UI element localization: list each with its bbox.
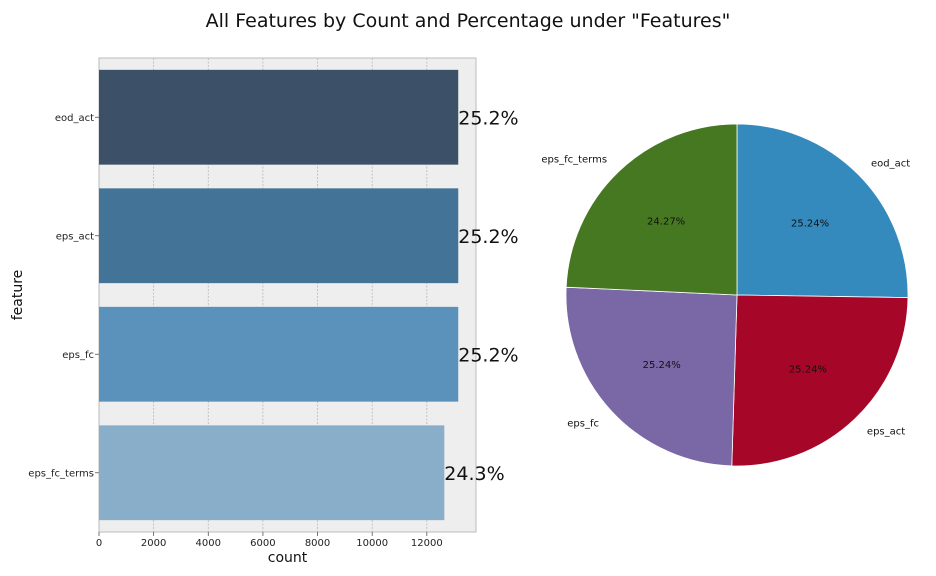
x-tick-label: 8000 xyxy=(305,538,330,549)
x-tick-label: 4000 xyxy=(196,538,221,549)
pie-pct-label: 24.27% xyxy=(647,216,685,227)
bar-chart: 0 2000 4000 6000 8000 10000 12000 eod_act 25.2% e… xyxy=(10,57,519,566)
bar-value-label: 24.3% xyxy=(444,463,504,485)
bar-eps_fc_terms xyxy=(99,425,445,521)
bar-eps_fc xyxy=(99,306,459,402)
x-tick-label: 10000 xyxy=(356,538,388,549)
pie-label: eps_fc xyxy=(567,418,599,429)
x-tick-label: 0 xyxy=(96,538,102,549)
y-axis-label: feature xyxy=(10,270,26,321)
y-tick-label: eps_fc_terms xyxy=(28,468,94,479)
y-tick-label: eod_act xyxy=(55,113,94,124)
pie-pct-label: 25.24% xyxy=(791,219,829,230)
pie-slice-eod_act xyxy=(736,123,909,299)
pie-slice-eps_fc_terms xyxy=(565,123,738,296)
pie-slice-eps_fc xyxy=(565,286,738,467)
figure-title: All Features by Count and Percentage und… xyxy=(206,10,731,32)
y-tick-label: eps_fc xyxy=(62,350,94,361)
pie-label: eps_act xyxy=(867,427,905,438)
bar-value-label: 25.2% xyxy=(458,344,518,366)
x-axis-label: count xyxy=(268,550,308,566)
bar-eps_act xyxy=(99,188,459,284)
bar-value-label: 25.2% xyxy=(458,226,518,248)
pie-pct-label: 25.24% xyxy=(789,365,827,376)
x-tick-label: 12000 xyxy=(411,538,443,549)
pie-slice-eps_act xyxy=(731,294,909,467)
x-tick-label: 6000 xyxy=(250,538,275,549)
x-tick-label: 2000 xyxy=(141,538,166,549)
y-tick-label: eps_act xyxy=(56,231,94,242)
pie-pct-label: 25.24% xyxy=(643,360,681,371)
pie-label: eps_fc_terms xyxy=(541,154,607,165)
bar-value-label: 25.2% xyxy=(458,107,518,129)
pie-chart: 25.24% eod_act 25.24% eps_act 25.24% eps_fc 24… xyxy=(541,123,910,467)
bar-eod_act xyxy=(99,69,459,165)
pie-label: eod_act xyxy=(871,159,910,170)
